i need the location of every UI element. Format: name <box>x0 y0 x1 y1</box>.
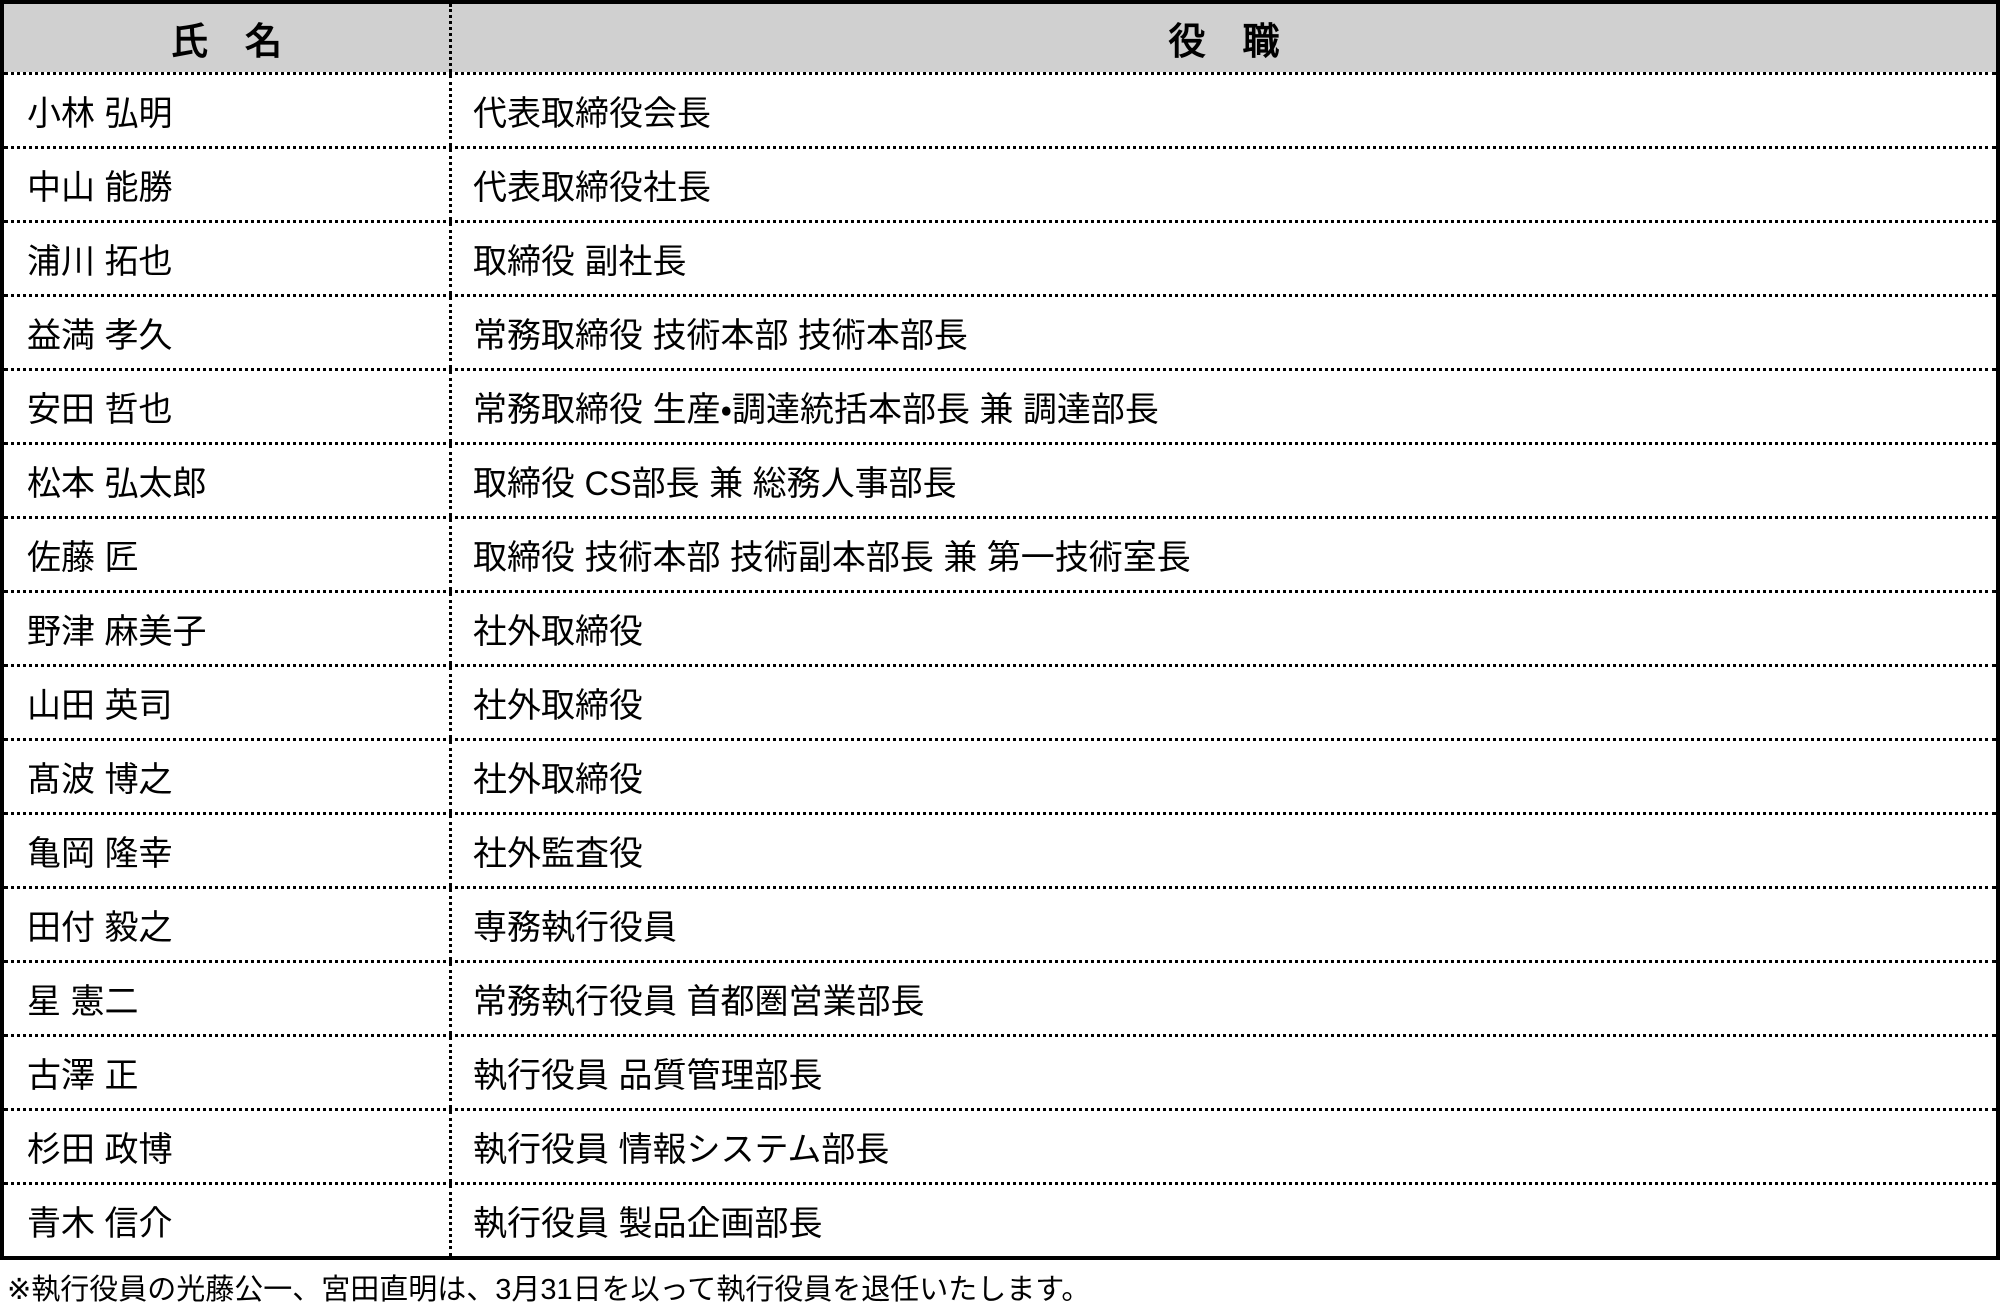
header-name: 氏 名 <box>4 4 452 72</box>
header-role: 役 職 <box>1168 21 1280 62</box>
officer-name: 野津 麻美子 <box>4 593 452 664</box>
table-row: 安田 哲也 常務取締役 生産・調達統括本部長 兼 調達部長 <box>4 368 1996 442</box>
table-header-row: 氏 名 役 職 <box>4 4 1996 72</box>
officer-role: 執行役員 製品企画部長 <box>473 1205 823 1243</box>
table-row: 浦川 拓也 取締役 副社長 <box>4 220 1996 294</box>
table-row: 田付 毅之 専務執行役員 <box>4 886 1996 960</box>
table-row: 髙波 博之 社外取締役 <box>4 738 1996 812</box>
officer-name: 山田 英司 <box>4 667 452 738</box>
table-row: 青木 信介 執行役員 製品企画部長 <box>4 1182 1996 1256</box>
officer-name: 亀岡 隆幸 <box>4 815 452 886</box>
officer-name: 杉田 政博 <box>4 1111 452 1182</box>
officer-role: 取締役 CS部長 兼 総務人事部長 <box>473 465 957 503</box>
officer-role: 常務取締役 生産・調達統括本部長 兼 調達部長 <box>473 391 1159 429</box>
table-row: 佐藤 匠 取締役 技術本部 技術副本部長 兼 第一技術室長 <box>4 516 1996 590</box>
table-row: 小林 弘明 代表取締役会長 <box>4 72 1996 146</box>
officer-role: 常務取締役 技術本部 技術本部長 <box>473 317 968 355</box>
officer-name: 中山 能勝 <box>4 149 452 220</box>
officer-role: 執行役員 品質管理部長 <box>473 1057 823 1095</box>
officer-name: 青木 信介 <box>4 1185 452 1256</box>
table-row: 古澤 正 執行役員 品質管理部長 <box>4 1034 1996 1108</box>
table-row: 野津 麻美子 社外取締役 <box>4 590 1996 664</box>
officer-name: 田付 毅之 <box>4 889 452 960</box>
table-row: 山田 英司 社外取締役 <box>4 664 1996 738</box>
table-row: 星 憲二 常務執行役員 首都圏営業部長 <box>4 960 1996 1034</box>
officer-role: 社外取締役 <box>473 761 643 799</box>
officer-role: 代表取締役社長 <box>473 169 711 207</box>
officer-name: 松本 弘太郎 <box>4 445 452 516</box>
table-row: 松本 弘太郎 取締役 CS部長 兼 総務人事部長 <box>4 442 1996 516</box>
officer-role: 社外取締役 <box>473 613 643 651</box>
retirement-footnote: ※執行役員の光藤公一、宮田直明は、3月31日を以って執行役員を退任いたします。 <box>7 1274 1091 1306</box>
officer-name: 益満 孝久 <box>4 297 452 368</box>
officer-role: 社外取締役 <box>473 687 643 725</box>
officer-name: 安田 哲也 <box>4 371 452 442</box>
officer-name: 古澤 正 <box>4 1037 452 1108</box>
table-row: 杉田 政博 執行役員 情報システム部長 <box>4 1108 1996 1182</box>
officer-role: 常務執行役員 首都圏営業部長 <box>473 983 925 1021</box>
officer-name: 髙波 博之 <box>4 741 452 812</box>
officer-role: 執行役員 情報システム部長 <box>473 1131 890 1169</box>
officer-name: 佐藤 匠 <box>4 519 452 590</box>
officer-name: 浦川 拓也 <box>4 223 452 294</box>
officer-role: 社外監査役 <box>473 835 643 873</box>
officer-role: 取締役 技術本部 技術副本部長 兼 第一技術室長 <box>473 539 1191 577</box>
table-row: 亀岡 隆幸 社外監査役 <box>4 812 1996 886</box>
table-row: 中山 能勝 代表取締役社長 <box>4 146 1996 220</box>
officer-role: 取締役 副社長 <box>473 243 687 281</box>
officer-name: 星 憲二 <box>4 963 452 1034</box>
table-row: 益満 孝久 常務取締役 技術本部 技術本部長 <box>4 294 1996 368</box>
officer-role: 専務執行役員 <box>473 909 677 947</box>
officer-name: 小林 弘明 <box>4 75 452 146</box>
officer-role: 代表取締役会長 <box>473 95 711 133</box>
officers-table: 氏 名 役 職 小林 弘明 代表取締役会長 中山 能勝 代表取締役社長 浦川 拓… <box>0 0 2000 1260</box>
